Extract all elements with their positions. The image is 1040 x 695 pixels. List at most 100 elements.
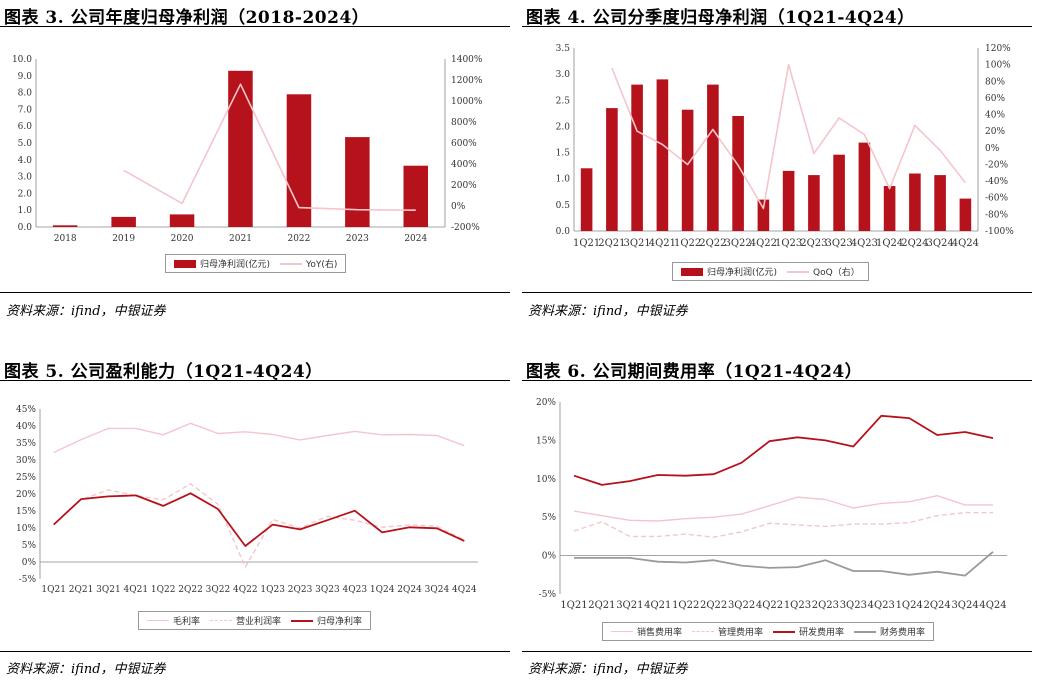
bar: [228, 70, 253, 227]
x-tick-label: 2Q21: [588, 600, 615, 611]
y2-tick-label: -100%: [985, 227, 1014, 237]
bar: [883, 186, 896, 231]
bar: [934, 175, 946, 231]
chart-expense-ratios: -5% 0% 5% 10% 15% 20% 1Q21 2Q21 3Q21 4Q21 1Q22 2Q22…: [536, 398, 1007, 611]
title-rule: [522, 380, 1032, 381]
bar: [631, 84, 643, 231]
bar: [111, 216, 136, 227]
x-tick-label: 2020: [171, 234, 194, 244]
x-tick-label: 2023: [346, 234, 369, 244]
y2-tick-label: 100%: [985, 61, 1011, 71]
bar: [606, 108, 618, 231]
source-note: 资料来源：ifind，中银证券: [6, 304, 166, 319]
x-tick-label: 1Q24: [896, 600, 923, 611]
bar: [757, 199, 770, 231]
y-tick-label: 45%: [16, 405, 36, 415]
legend-label: 归母净利率: [317, 617, 363, 627]
bar: [580, 168, 593, 231]
legend-swatch-line: [280, 262, 303, 265]
source-rule: [0, 651, 510, 652]
x-tick-label: 4Q23: [851, 238, 878, 249]
chart-panel-profitability: 图表 5. 公司盈利能力（1Q21-4Q24） -5% 0% 5% 10% 15% 20%…: [0, 354, 510, 695]
y2-tick-label: -80%: [985, 210, 1008, 220]
legend-label: YoY(右): [306, 260, 338, 270]
bar: [833, 154, 845, 231]
legend-swatch-line: [854, 630, 877, 633]
y-tick-label: 5%: [542, 513, 557, 523]
chart-title: 图表 3. 公司年度归母净利润（2018-2024）: [4, 8, 370, 28]
bar: [909, 173, 921, 231]
chart-title: 图表 4. 公司分季度归母净利润（1Q21-4Q24）: [526, 8, 915, 28]
y-tick-label: 0.5: [556, 201, 571, 211]
y2-tick-label: -40%: [985, 177, 1008, 187]
x-tick-label: 3Q22: [728, 600, 755, 611]
x-tick-label: 3Q21: [616, 600, 643, 611]
legend-swatch-line: [210, 620, 233, 621]
legend-label: 归母净利润(亿元): [200, 260, 271, 270]
y2-tick-label: -20%: [985, 160, 1008, 170]
y-tick-label: 2.5: [556, 96, 571, 106]
chart-legend: 归母净利润(亿元) YoY(右): [165, 254, 347, 273]
chart-panel-expense-ratios: 图表 6. 公司期间费用率（1Q21-4Q24） -5% 0% 5% 10% 15% 20…: [522, 354, 1032, 695]
x-tick-label: 4Q23: [868, 600, 895, 611]
x-tick-label: 1Q22: [151, 585, 176, 595]
x-tick-label: 1Q21: [41, 585, 66, 595]
x-tick-label: 4Q21: [644, 600, 671, 611]
x-tick-label: 1Q23: [784, 600, 811, 611]
chart-profitability: -5%0%5%10%15%20%25%30%35%40%45%1Q21 2Q21 3…: [16, 405, 478, 595]
y-tick-label: 0.0: [556, 227, 571, 237]
series-line: [573, 511, 993, 538]
chart-title: 图表 5. 公司盈利能力（1Q21-4Q24）: [4, 362, 323, 382]
legend-label: 归母净利润(亿元): [707, 268, 778, 278]
x-tick-label: 1Q21: [573, 238, 600, 249]
series-line: [573, 495, 993, 522]
y-tick-label: 7.0: [18, 105, 33, 115]
x-tick-label: 3Q24: [926, 238, 953, 249]
y-tick-label: 40%: [16, 422, 36, 432]
bar: [169, 214, 195, 227]
legend-item-net-margin: 归母净利率: [291, 614, 362, 627]
series-line: [53, 422, 465, 454]
bar: [345, 137, 370, 227]
source-note: 资料来源：ifind，中银证券: [528, 304, 688, 319]
bar: [858, 142, 871, 231]
y2-tick-label: 600%: [451, 139, 477, 149]
y2-tick-label: 40%: [985, 111, 1005, 121]
bar: [403, 165, 428, 227]
y-tick-label: 15%: [16, 507, 36, 517]
bar: [959, 198, 972, 231]
y-tick-label: 25%: [16, 473, 36, 483]
legend-label: 管理费用率: [718, 628, 764, 638]
x-tick-label: 1Q24: [876, 238, 903, 249]
legend-swatch-line: [787, 270, 810, 273]
legend-item-profit: 归母净利润(亿元): [174, 257, 270, 270]
x-tick-label: 2Q24: [924, 600, 951, 611]
series-line: [611, 63, 967, 210]
legend-swatch-line: [147, 620, 169, 621]
y-tick-label: 9.0: [18, 72, 33, 82]
bar: [656, 79, 669, 232]
y-tick-label: 2.0: [18, 189, 33, 199]
y-tick-label: 3.0: [556, 70, 571, 80]
y-tick-label: 2.0: [556, 122, 571, 132]
y2-tick-label: 800%: [451, 118, 477, 128]
y-tick-label: 20%: [16, 490, 36, 500]
x-tick-label: 3Q23: [315, 585, 340, 595]
series-line: [573, 414, 994, 486]
series-line: [53, 483, 465, 568]
y-tick-label: 5%: [22, 541, 37, 551]
legend-label: QoQ（右）: [813, 268, 860, 278]
x-tick-label: 3Q23: [825, 238, 852, 249]
legend-item-rnd: 研发费用率: [773, 625, 844, 638]
chart-title: 图表 6. 公司期间费用率（1Q21-4Q24）: [526, 362, 863, 382]
legend-item-yoy: YoY(右): [280, 257, 337, 270]
chart-panel-quarterly-profit: 图表 4. 公司分季度归母净利润（1Q21-4Q24） 0.0 0.5 1.0 1.5…: [522, 0, 1032, 341]
legend-item-gross-margin: 毛利率: [147, 614, 200, 627]
chart-quarterly-profit: 0.0 0.5 1.0 1.5 2.0 2.5 3.0 3.5 -100% -80% -60% -40…: [556, 44, 1015, 249]
bar: [681, 109, 694, 231]
legend-swatch-line: [611, 631, 633, 632]
x-tick-label: 1Q22: [672, 600, 699, 611]
x-tick-label: 1Q24: [370, 585, 395, 595]
y-tick-label: 10%: [536, 475, 556, 485]
x-tick-label: 2Q22: [178, 585, 203, 595]
